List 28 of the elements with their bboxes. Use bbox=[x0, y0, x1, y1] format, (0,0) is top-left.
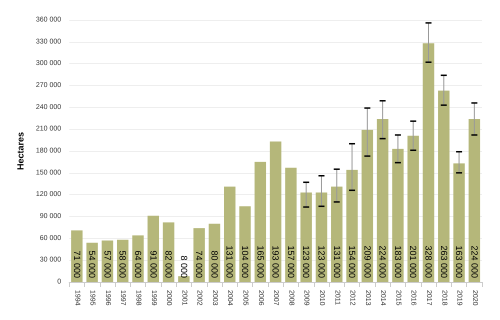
data-label: 71 000 bbox=[72, 250, 82, 278]
data-label: 224 000 bbox=[469, 245, 480, 278]
data-label: 193 000 bbox=[270, 245, 281, 278]
data-label: 58 000 bbox=[118, 250, 128, 278]
data-label: 154 000 bbox=[347, 245, 358, 278]
data-label: 157 000 bbox=[286, 245, 296, 278]
data-label: 131 000 bbox=[332, 245, 342, 278]
data-label: 57 000 bbox=[102, 250, 112, 278]
data-label: 80 000 bbox=[209, 250, 220, 278]
data-label: 74 000 bbox=[194, 250, 204, 278]
data-label: 224 000 bbox=[378, 245, 388, 278]
data-label: 8 000 bbox=[178, 255, 189, 278]
data-label: 163 000 bbox=[454, 245, 464, 278]
data-label: 131 000 bbox=[224, 245, 235, 278]
data-label: 201 000 bbox=[408, 245, 418, 278]
data-label: 165 000 bbox=[255, 245, 266, 278]
y-axis-title: Hectares bbox=[16, 132, 26, 170]
data-label: 263 000 bbox=[438, 245, 449, 278]
data-label: 64 000 bbox=[133, 250, 144, 278]
data-label: 91 000 bbox=[148, 250, 158, 278]
data-label: 104 000 bbox=[240, 245, 250, 278]
data-label: 54 000 bbox=[87, 250, 98, 278]
data-label: 123 000 bbox=[316, 245, 326, 278]
data-label: 123 000 bbox=[301, 245, 312, 278]
data-label: 209 000 bbox=[362, 245, 372, 278]
data-label: 328 000 bbox=[423, 245, 434, 278]
data-label: 82 000 bbox=[164, 250, 174, 278]
data-label: 183 000 bbox=[392, 245, 403, 278]
